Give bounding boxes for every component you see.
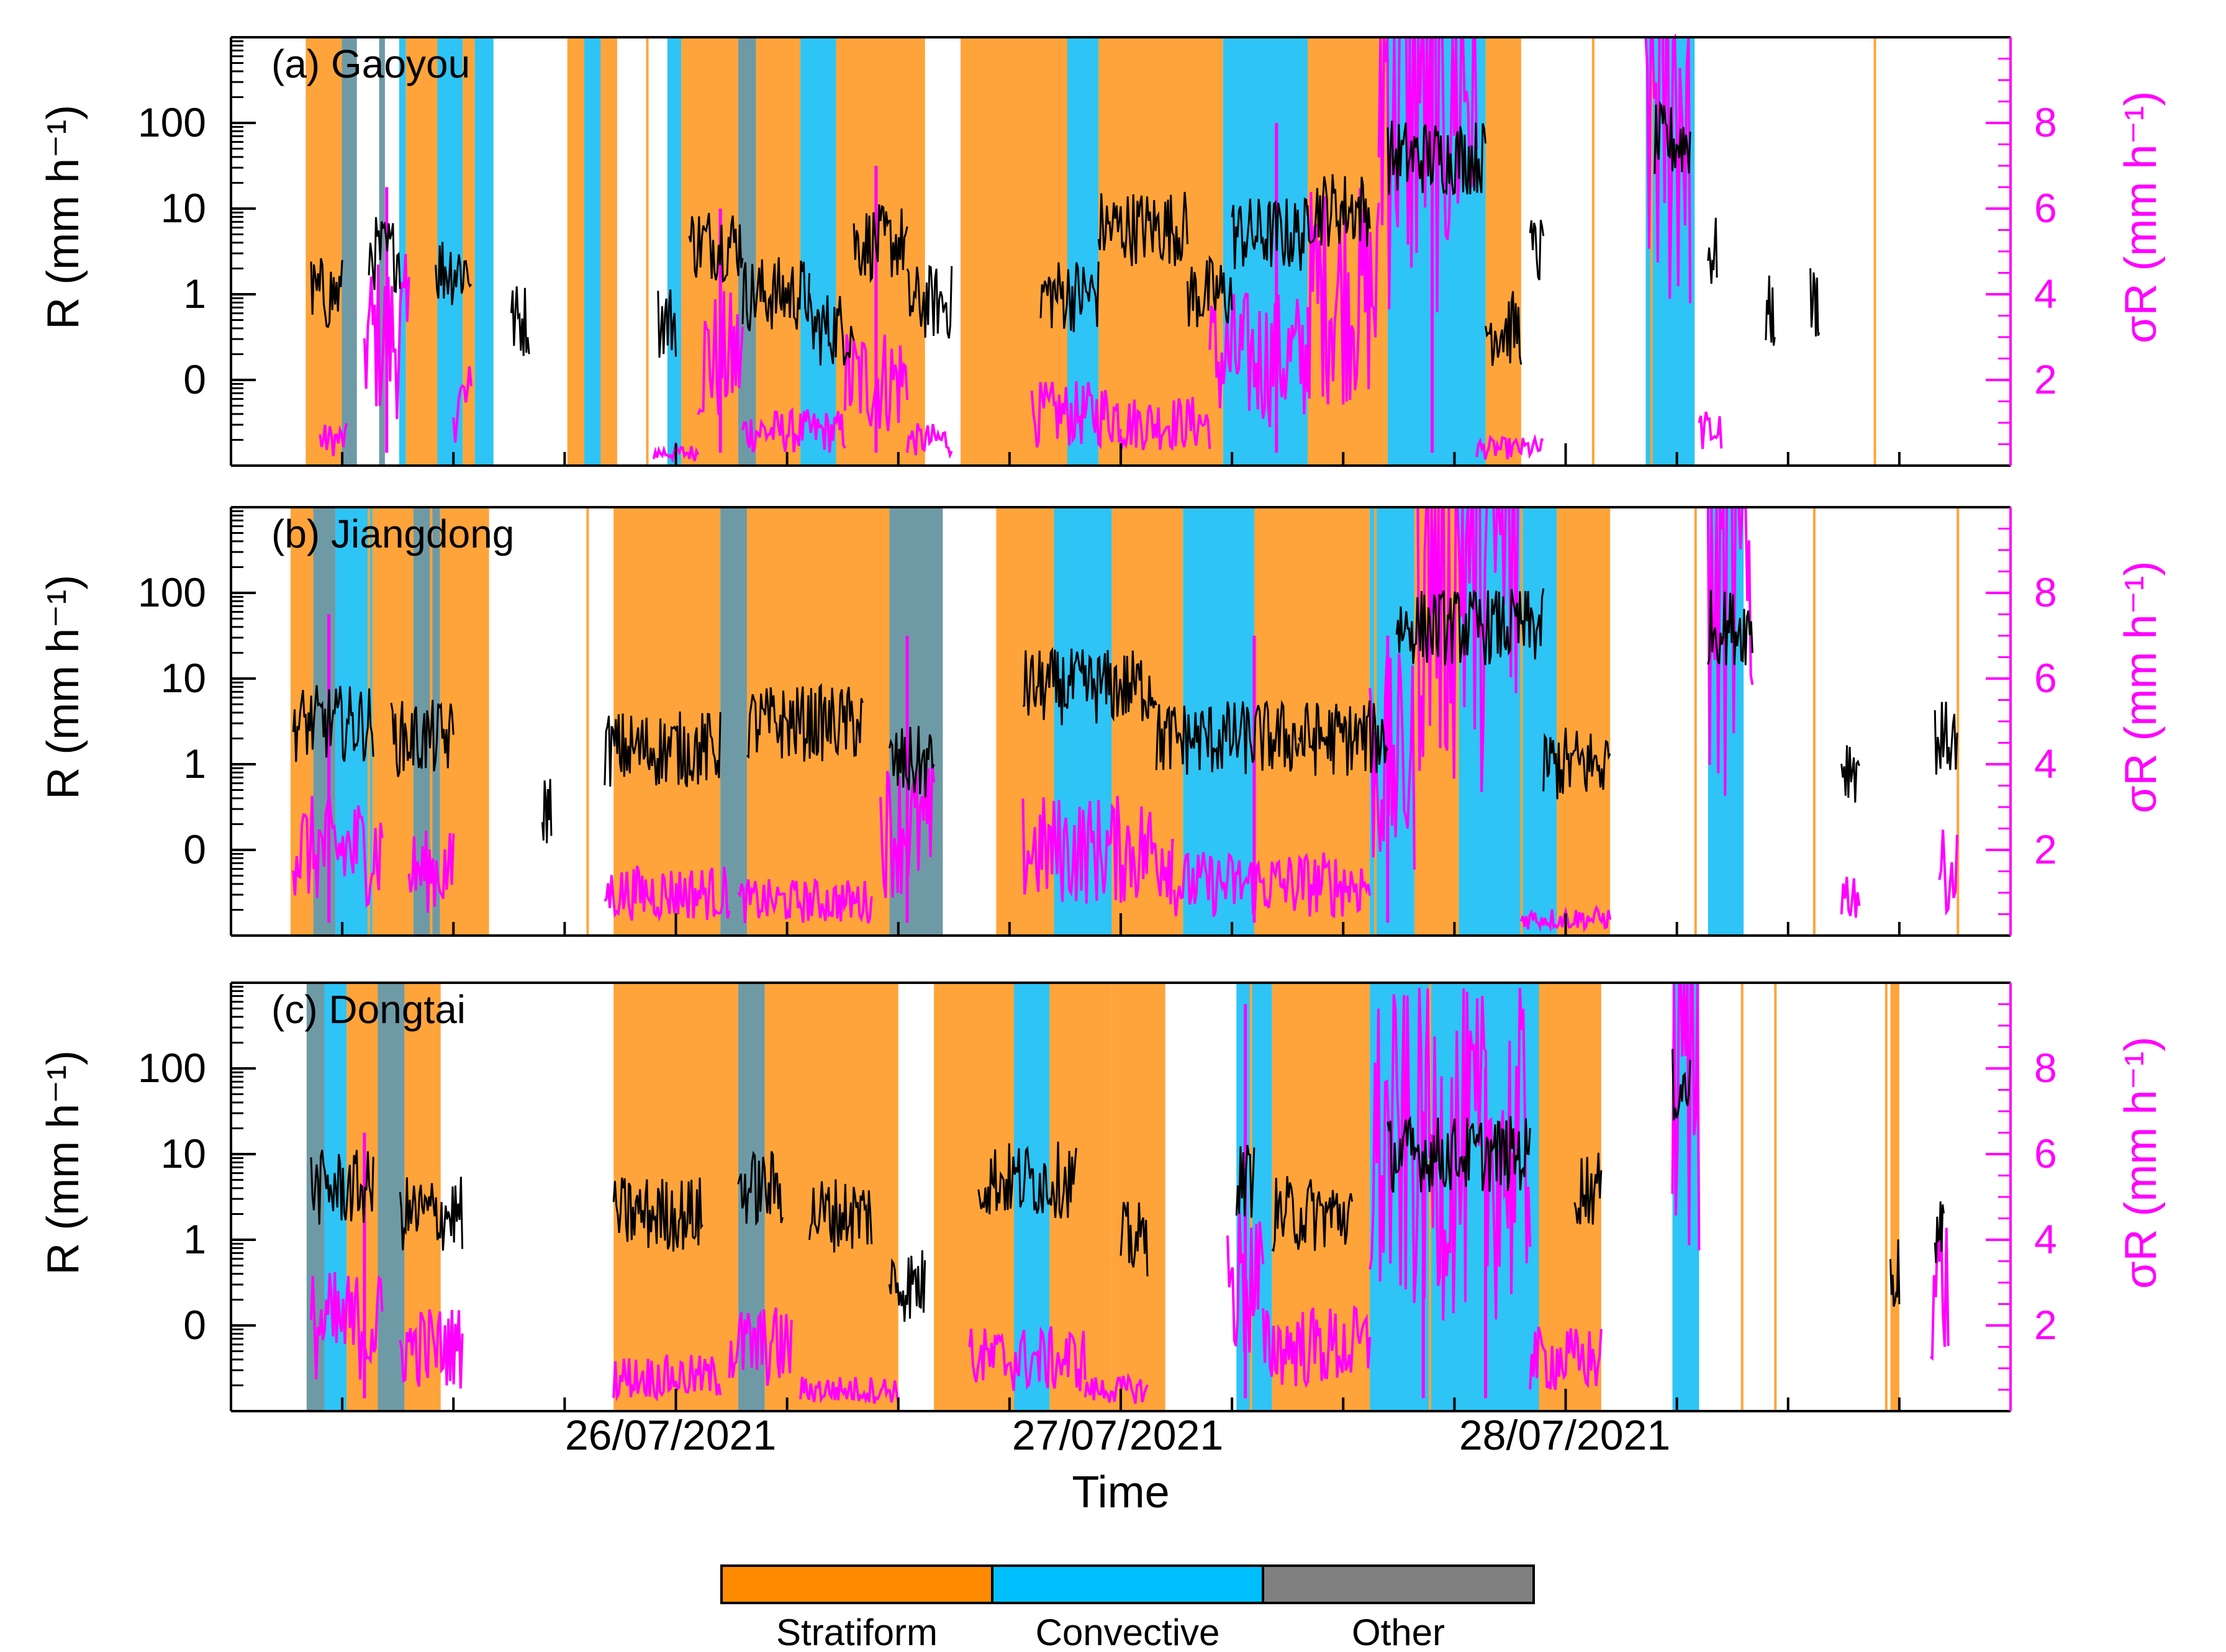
x-tick-label: 27/07/2021 (1012, 1412, 1223, 1459)
y-right-tick-label: 6 (2034, 185, 2057, 231)
y-right-axis-label: σR (mm h⁻¹) (2116, 561, 2166, 813)
y-right-tick-label: 8 (2034, 569, 2057, 615)
legend-swatch-stratiform (720, 1564, 993, 1604)
class-band-stratiform (600, 37, 617, 466)
x-axis: 26/07/2021 27/07/2021 28/07/2021 Time (565, 1412, 1670, 1517)
y-left-tick-label: 100 (138, 1045, 206, 1091)
legend-label-convective: Convective (1036, 1612, 1220, 1652)
class-band-convective (800, 37, 836, 466)
x-tick-label: 26/07/2021 (565, 1412, 776, 1459)
legend: Stratiform Convective Other (720, 1564, 1535, 1652)
class-band-stratiform (405, 37, 438, 466)
class-band-stratiform (305, 37, 342, 466)
y-right-tick-label: 8 (2034, 99, 2057, 145)
panel: 0 1 10 100 2 4 6 8 (b) Jiangdong R (mm h⁻¹) σR (mm… (38, 505, 2166, 937)
class-band-stratiform (613, 507, 721, 936)
class-band-stratiform (567, 37, 584, 466)
y-left-tick-label: 1 (183, 1216, 206, 1262)
legend-label-stratiform: Stratiform (776, 1612, 938, 1652)
class-band-other (379, 37, 385, 466)
y-right-tick-label: 4 (2034, 1216, 2057, 1262)
class-band-convective (399, 37, 406, 466)
y-left-tick-label: 100 (138, 99, 206, 145)
station-label: (a) Gaoyou (271, 42, 470, 86)
legend-swatch-convective (991, 1564, 1264, 1604)
y-left-tick-label: 100 (138, 569, 206, 615)
y-right-tick-label: 2 (2034, 356, 2057, 402)
legend-label-other: Other (1352, 1612, 1445, 1652)
class-band-stratiform (681, 37, 738, 466)
class-band-stratiform (1485, 37, 1521, 466)
y-left-tick-label: 10 (161, 1131, 206, 1176)
rain-rate-trace (310, 1049, 1945, 1322)
y-left-axis-label: R (mm h⁻¹) (38, 1050, 88, 1275)
y-right-axis-label: σR (mm h⁻¹) (2116, 91, 2166, 343)
class-band-stratiform (1557, 507, 1611, 936)
y-left-tick-label: 0 (183, 1302, 206, 1348)
y-right-tick-label: 6 (2034, 1131, 2057, 1176)
class-band-convective (667, 37, 682, 466)
legend-swatch-other (1262, 1564, 1535, 1604)
class-band-convective (584, 37, 601, 466)
rain-rate-trace (292, 588, 1958, 844)
y-left-axis-label: R (mm h⁻¹) (38, 575, 88, 800)
class-band-other (720, 507, 748, 936)
y-left-tick-label: 1 (183, 741, 206, 787)
y-right-tick-label: 8 (2034, 1045, 2057, 1091)
y-left-tick-label: 10 (161, 655, 206, 701)
x-axis-label: Time (1072, 1468, 1169, 1517)
class-band-convective (474, 37, 494, 466)
class-band-other (342, 37, 357, 466)
y-right-tick-label: 2 (2034, 1302, 2057, 1348)
y-left-tick-label: 10 (161, 185, 206, 231)
y-right-axis-label: σR (mm h⁻¹) (2116, 1037, 2166, 1289)
class-band-stratiform (756, 37, 801, 466)
class-band-stratiform (1890, 983, 1899, 1411)
class-band-stratiform (463, 37, 475, 466)
y-right-tick-label: 4 (2034, 271, 2057, 317)
y-left-tick-label: 0 (183, 826, 206, 872)
station-label: (c) Dongtai (271, 987, 466, 1032)
x-tick-label: 28/07/2021 (1459, 1412, 1670, 1459)
y-right-tick-label: 4 (2034, 741, 2057, 787)
y-left-tick-label: 0 (183, 356, 206, 402)
station-label: (b) Jiangdong (271, 512, 514, 556)
y-left-tick-label: 1 (183, 271, 206, 317)
y-right-tick-label: 2 (2034, 826, 2057, 872)
y-right-tick-label: 6 (2034, 655, 2057, 701)
y-left-axis-label: R (mm h⁻¹) (38, 105, 88, 330)
panel: 0 1 10 100 2 4 6 8 (a) Gaoyou R (mm h⁻¹) σR (mm h⁻… (38, 33, 2166, 467)
rain-rate-trace (310, 101, 1821, 366)
panel: 0 1 10 100 2 4 6 8 (c) Dongtai R (mm h⁻¹) σR (mm h… (38, 982, 2166, 1412)
